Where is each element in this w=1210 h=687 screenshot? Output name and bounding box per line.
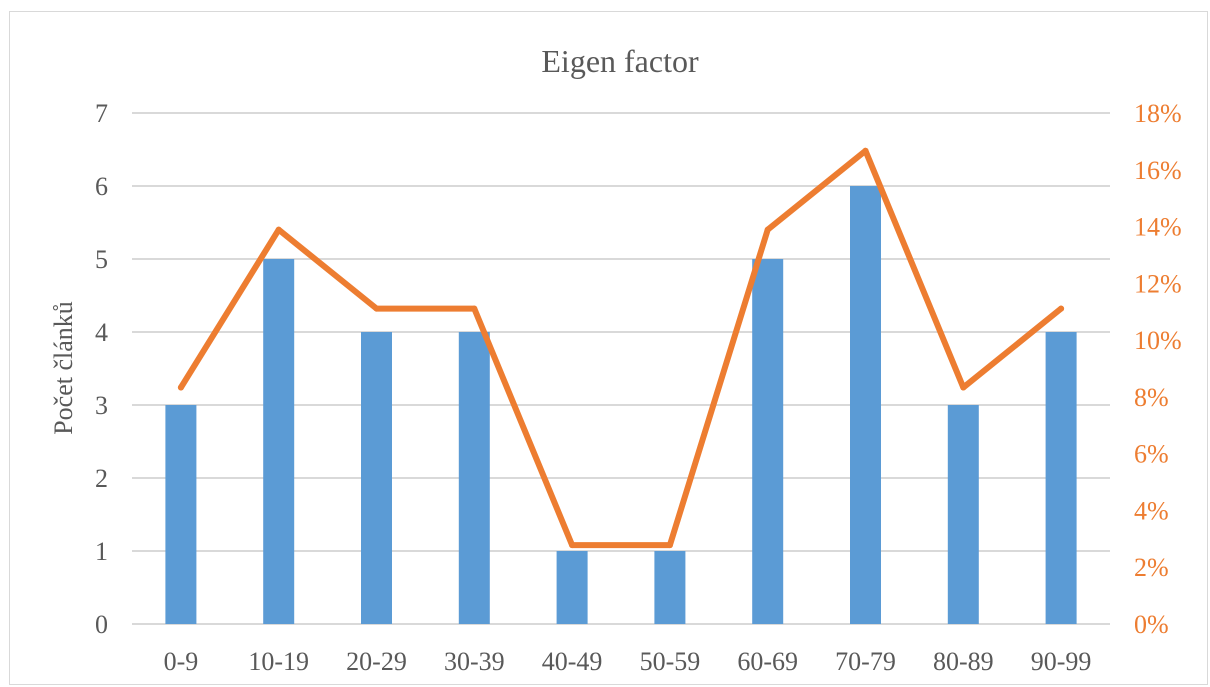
right-tick-label: 12% [1134, 269, 1182, 298]
bar [361, 332, 392, 624]
left-tick-label: 7 [95, 99, 108, 128]
bar [165, 405, 197, 624]
right-tick-label: 14% [1134, 213, 1182, 242]
left-tick-label: 6 [95, 172, 108, 201]
gridlines [132, 112, 1110, 625]
left-tick-label: 0 [95, 610, 108, 639]
line-path [177, 147, 1065, 549]
bar [752, 259, 784, 624]
bar [850, 186, 881, 624]
x-tick-label: 30-39 [444, 647, 505, 676]
bar [263, 259, 295, 624]
right-tick-label: 10% [1134, 326, 1182, 355]
bar-series [165, 186, 1077, 624]
right-tick-label: 6% [1134, 440, 1169, 469]
right-tick-label: 16% [1134, 156, 1182, 185]
line-point [666, 542, 673, 549]
y-axis-label: Počet článků [49, 301, 78, 435]
bar [1045, 332, 1077, 624]
x-tick-label: 90-99 [1031, 647, 1092, 676]
x-tick-label: 60-69 [737, 647, 798, 676]
right-tick-label: 8% [1134, 383, 1169, 412]
bar [556, 551, 588, 624]
x-tick-label: 70-79 [835, 647, 896, 676]
bar [654, 551, 686, 624]
right-tick-label: 0% [1134, 610, 1169, 639]
right-tick-label: 18% [1134, 99, 1182, 128]
x-tick-label: 10-19 [248, 647, 309, 676]
left-tick-label: 1 [95, 537, 108, 566]
x-tick-label: 50-59 [640, 647, 701, 676]
right-tick-label: 2% [1134, 553, 1169, 582]
line-point [373, 305, 380, 312]
x-tick-label: 20-29 [346, 647, 407, 676]
left-tick-label: 4 [95, 318, 108, 347]
line-point [471, 305, 478, 312]
left-tick-label: 5 [95, 245, 108, 274]
line-point [960, 384, 967, 391]
line-point [177, 384, 184, 391]
right-tick-label: 4% [1134, 496, 1169, 525]
line-point [1058, 305, 1065, 312]
left-axis-ticks: 0 1 2 3 4 5 6 7 [95, 99, 108, 639]
right-axis-ticks: 0% 2% 4% 6% 8% 10% 12% 14% 16% 18% [1134, 99, 1182, 639]
line-point [764, 226, 771, 233]
x-tick-label: 40-49 [542, 647, 603, 676]
left-tick-label: 3 [95, 391, 108, 420]
line-series [177, 147, 1065, 549]
bar [947, 405, 979, 624]
chart-title: Eigen factor [541, 43, 699, 79]
x-tick-label: 0-9 [164, 647, 199, 676]
line-point [275, 226, 282, 233]
line-point [862, 147, 869, 154]
bar [458, 332, 490, 624]
x-tick-label: 80-89 [933, 647, 994, 676]
line-point [569, 542, 576, 549]
left-tick-label: 2 [95, 464, 108, 493]
x-axis-ticks: 0-9 10-19 20-29 30-39 40-49 50-59 60-69 70-79 80… [164, 647, 1092, 676]
